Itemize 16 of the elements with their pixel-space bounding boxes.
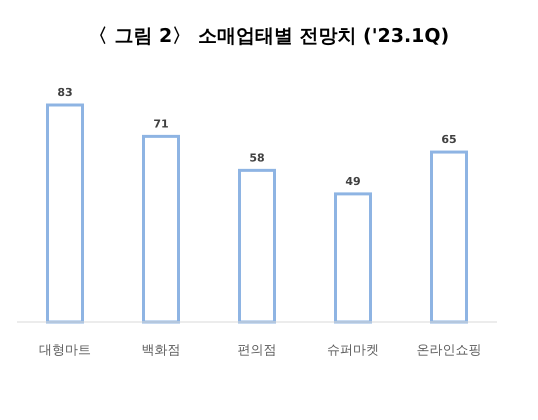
chart-title: 〈 그림 2〉 소매업태별 전망치 ('23.1Q) [88, 25, 450, 47]
x-tick-label: 슈퍼마켓 [327, 343, 379, 358]
bar [430, 150, 468, 324]
bar [46, 104, 84, 324]
data-label: 83 [57, 86, 73, 99]
data-label: 49 [345, 174, 361, 188]
data-label: 65 [441, 133, 457, 146]
bar [334, 192, 372, 324]
x-tick-label: 온라인쇼핑 [416, 343, 482, 358]
data-label: 58 [249, 151, 265, 164]
bar [238, 168, 276, 324]
x-tick-label: 백화점 [142, 343, 180, 358]
x-tick-label: 편의점 [238, 343, 276, 358]
x-tick-label: 대형마트 [39, 343, 91, 358]
bar [142, 134, 180, 324]
data-label: 71 [153, 117, 169, 130]
